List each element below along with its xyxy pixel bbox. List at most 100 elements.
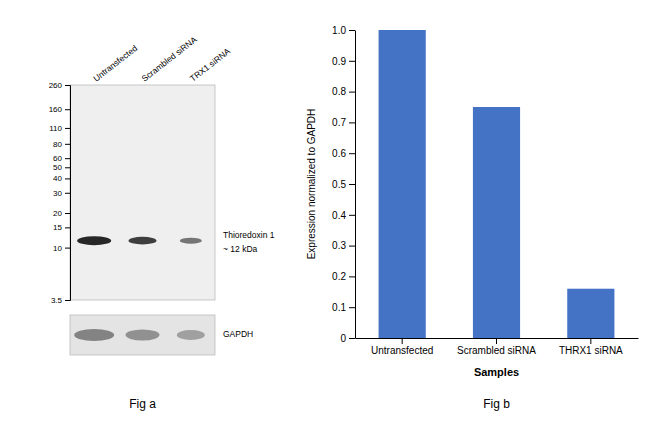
tick-label: 1.0 [332,25,346,36]
axis: 0 0.1 0.2 0.3 0.4 0.5 0.6 0.7 0.8 0.9 1.0 [332,25,355,344]
tick-mark [65,144,70,145]
annotation: GAPDH [223,329,253,339]
tick: 10 [53,244,70,253]
tick: THRX1 siRNA [559,338,623,356]
tick-mark [65,300,70,301]
tick-label: 80 [53,140,62,149]
tick-label: 0.5 [332,179,346,190]
tick: 0.8 [332,86,355,97]
band [129,237,157,245]
tick: 15 [53,223,70,232]
loading-control-gel [70,315,215,355]
tick-label: 0.4 [332,210,346,221]
tick: 50 [53,163,70,172]
tick-mark [349,215,355,216]
tick-label: 30 [53,189,62,198]
tick: 80 [53,140,70,149]
tick-label: 0.3 [332,240,346,251]
figure: 260 160 110 80 6050 40 30 20 15 10 3.5 Untransfecte… [0,0,650,424]
tick-mark [65,167,70,168]
tick-mark [349,122,355,123]
title: Fig b [483,397,510,411]
tick-label: 0 [340,333,346,344]
axis-line [355,31,356,339]
loading-control-band [74,329,114,341]
axis-line [65,86,71,301]
tick: 110 [49,124,70,133]
tick-mark [349,184,355,185]
tick-label: 40 [53,174,62,183]
tick-label: 20 [53,209,62,218]
tick: 0.1 [332,302,355,313]
tick-label: 0.9 [332,56,346,67]
tick-mark [65,178,70,179]
tick-mark [349,338,355,339]
tick: 260 [49,81,70,90]
tick-mark [590,338,591,344]
tick-mark [65,193,70,194]
tick-mark [349,276,355,277]
tick: 60 [53,154,70,163]
tick: 0.4 [332,210,355,221]
tick-mark [65,85,70,86]
tick-label: 0.2 [332,271,346,282]
tick: Untransfected [371,338,433,356]
bar [567,289,614,338]
band [180,238,202,244]
tick-label: 0.8 [332,86,346,97]
tick: 0.9 [332,56,355,67]
loading-control-band [126,330,160,341]
gel [70,85,215,300]
bar-panel: Untransfected Scrambled siRNA THRX1 siRNA 0… [306,25,639,411]
lane-label: TRX1 siRNA [188,46,232,84]
title: Fig a [129,397,156,411]
tick-label: THRX1 siRNA [559,345,623,356]
tick-label: 60 [53,154,62,163]
annotation: ~ 12 kDa [223,244,258,254]
tick: 30 [53,189,70,198]
band [77,236,111,245]
tick-label: 110 [49,124,62,133]
tick-label: Untransfected [371,345,433,356]
tick-mark [402,338,403,344]
tick-label: 3.5 [51,296,63,305]
tick: 0 [340,333,355,344]
tick-mark [349,153,355,154]
tick-mark [349,307,355,308]
tick: 0.7 [332,117,355,128]
tick: Scrambled siRNA [457,338,536,356]
tick-mark [65,109,70,110]
tick-label: 15 [53,223,62,232]
tick-label: 0.6 [332,148,346,159]
tick-label: 0.1 [332,302,346,313]
tick: 160 [49,105,70,114]
bands [77,236,202,245]
bars [379,30,615,338]
x-axis-title: Samples [474,366,519,378]
tick-label: Scrambled siRNA [457,345,536,356]
tick-label: 160 [49,105,63,114]
tick: 40 [53,174,70,183]
tick-mark [349,246,355,247]
tick: 0.2 [332,271,355,282]
tick-mark [65,248,70,249]
tick: 0.5 [332,179,355,190]
tick: 3.5 [51,296,70,305]
annotation: Thioredoxin 1 [223,230,275,240]
bar [473,107,520,338]
bar [379,30,426,338]
tick-mark [65,128,70,129]
tick-mark [65,158,70,159]
tick: 1.0 [332,25,355,36]
tick-mark [65,213,70,214]
loading-control-band [177,330,205,340]
tick-mark [349,30,355,31]
tick-mark [349,61,355,62]
tick-label: 10 [53,244,62,253]
tick-label: 0.7 [332,117,346,128]
axis: 260 160 110 80 6050 40 30 20 15 10 3.5 [49,81,71,305]
lane-label: Untransfected [91,43,139,84]
tick-label: 260 [49,81,63,90]
tick-mark [349,92,355,93]
tick-mark [65,227,70,228]
